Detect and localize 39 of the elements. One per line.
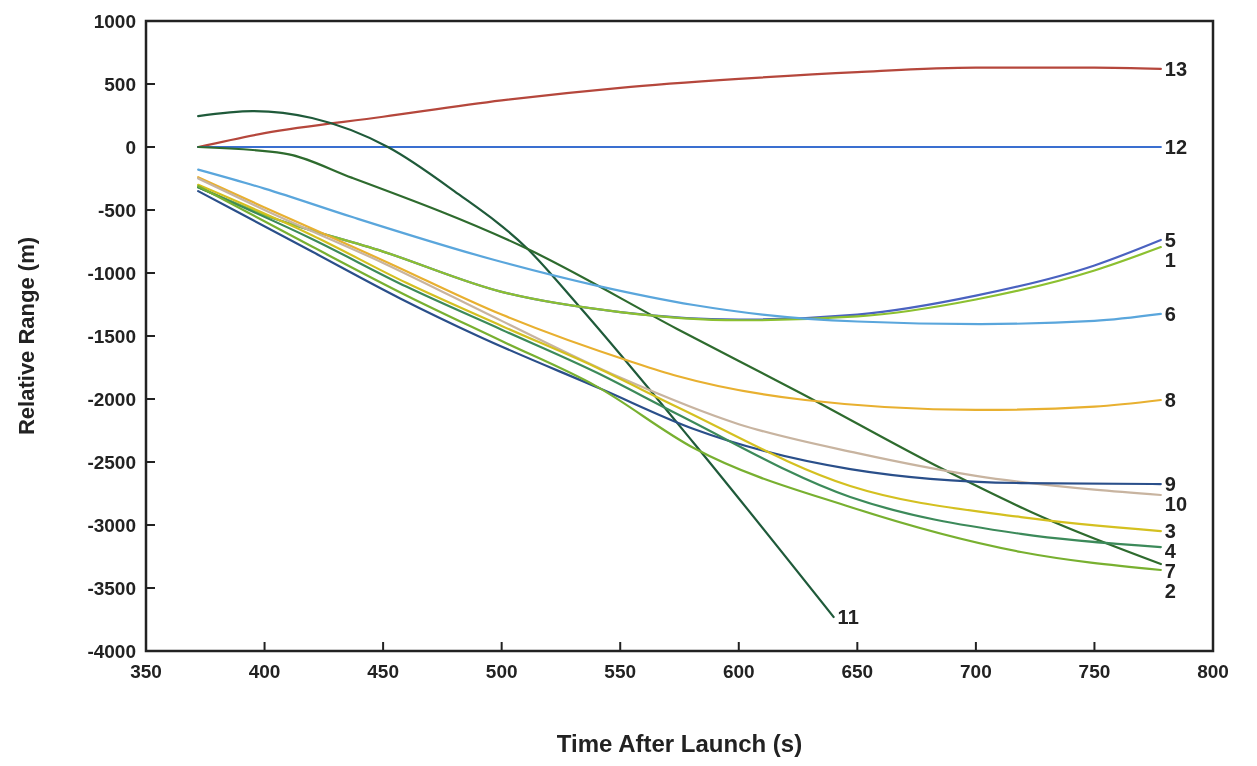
line-series bbox=[197, 176, 1162, 412]
x-tick-label: 550 bbox=[604, 661, 637, 682]
x-tick-label: 450 bbox=[367, 661, 399, 682]
series-label: 6 bbox=[1164, 302, 1176, 325]
y-tick-label: -1500 bbox=[87, 325, 136, 347]
y-tick-label: -4000 bbox=[87, 640, 136, 662]
series-label: 1 bbox=[1164, 248, 1176, 271]
line-series bbox=[197, 66, 1162, 149]
x-tick-label: 350 bbox=[130, 661, 162, 682]
line-series bbox=[197, 109, 835, 619]
x-axis-title: Time After Launch (s) bbox=[556, 730, 803, 757]
x-tick-label: 500 bbox=[485, 661, 518, 682]
series-label: 5 bbox=[1164, 228, 1176, 251]
x-tick-label: 800 bbox=[1197, 661, 1229, 682]
x-tick-label: 600 bbox=[722, 661, 755, 682]
series-label: 2 bbox=[1164, 580, 1176, 603]
y-tick-label: -2000 bbox=[87, 388, 136, 410]
series-label: 12 bbox=[1164, 136, 1188, 158]
y-tick-label: 1000 bbox=[93, 10, 136, 32]
y-tick-label: -2500 bbox=[87, 451, 136, 473]
series-label: 11 bbox=[837, 605, 859, 628]
y-tick-label: 0 bbox=[125, 136, 136, 158]
y-tick-label: -1000 bbox=[87, 262, 136, 284]
x-tick-label: 400 bbox=[248, 661, 281, 682]
y-tick-label: 500 bbox=[104, 73, 136, 95]
x-tick-label: 750 bbox=[1078, 661, 1111, 682]
x-tick-label: 700 bbox=[960, 661, 992, 682]
y-tick-label: -500 bbox=[97, 199, 136, 221]
x-tick-label: 650 bbox=[841, 661, 874, 682]
series-label: 4 bbox=[1164, 540, 1177, 563]
series-label: 3 bbox=[1164, 520, 1176, 543]
y-tick-label: -3000 bbox=[87, 514, 136, 536]
series-label: 9 bbox=[1164, 473, 1176, 496]
y-tick-label: -3500 bbox=[87, 577, 136, 599]
series-label: 8 bbox=[1164, 389, 1176, 412]
series-label: 10 bbox=[1164, 493, 1188, 516]
series-label: 13 bbox=[1164, 57, 1188, 80]
series-label: 7 bbox=[1164, 560, 1176, 583]
y-axis-title: Relative Range (m) bbox=[14, 236, 39, 436]
